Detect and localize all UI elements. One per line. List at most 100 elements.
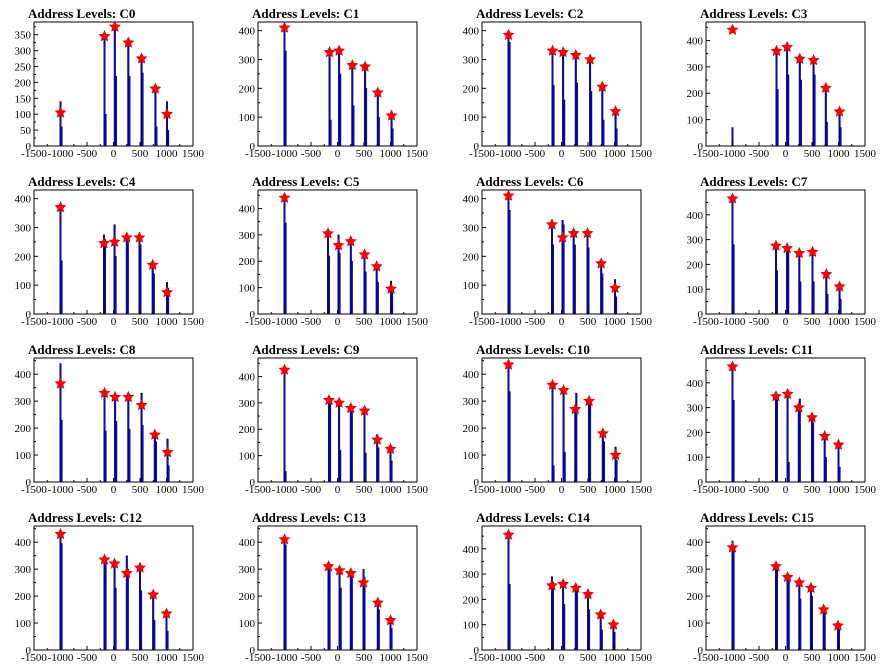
- x-tick-label: 1500: [630, 148, 653, 160]
- chart-svg: 0 100 200 300 400 -1500 -1000 -500 0 500 1000 1500: [463, 189, 653, 328]
- peak-marker: [726, 360, 739, 372]
- histogram-bin: [153, 620, 156, 651]
- histogram-bin: [562, 224, 565, 315]
- panel-title: Address Levels: C14: [476, 510, 590, 525]
- x-tick-label: -1500: [245, 484, 271, 496]
- x-tick-label: -500: [749, 484, 770, 496]
- peak-marker: [581, 227, 594, 239]
- histogram-bin: [390, 628, 393, 651]
- x-tick-label: 500: [356, 316, 373, 328]
- x-tick-label: 500: [804, 148, 821, 160]
- x-tick-label: 500: [132, 484, 149, 496]
- peak-marker: [793, 576, 806, 588]
- histogram-bin: [563, 452, 566, 483]
- peak-marker: [833, 280, 846, 292]
- histogram-bin: [60, 419, 63, 483]
- peak-marker: [98, 30, 111, 42]
- histogram-bin: [787, 461, 790, 483]
- chart-svg: 0 100 200 300 400 -1500 -1000 -500 0 500 1000 1500: [463, 357, 653, 496]
- x-tick-label: 0: [559, 316, 565, 328]
- y-tick-label: 300: [687, 403, 704, 415]
- y-tick-label: 300: [15, 46, 32, 58]
- histogram-bin: [327, 255, 330, 315]
- x-tick-label: 500: [356, 148, 373, 160]
- panel-title: Address Levels: C5: [252, 174, 360, 189]
- peak-marker: [584, 53, 597, 65]
- y-tick-label: 350: [15, 30, 32, 42]
- peak-marker: [726, 192, 739, 204]
- y-tick-label: 200: [15, 591, 32, 603]
- peak-marker: [149, 82, 162, 94]
- peak-marker: [332, 239, 345, 251]
- x-tick-label: 500: [580, 652, 597, 664]
- x-tick-label: -1500: [693, 484, 719, 496]
- y-tick-label: 200: [687, 591, 704, 603]
- peak-marker: [569, 402, 582, 415]
- peak-marker: [161, 286, 174, 298]
- panel-title: Address Levels: C0: [28, 6, 136, 21]
- x-tick-label: -500: [749, 652, 770, 664]
- histogram-bin: [799, 79, 802, 147]
- y-tick-label: 300: [15, 396, 32, 408]
- histogram-panel: Address Levels: C12 0 100 200 300 400 -1500 -10…: [0, 504, 224, 672]
- y-tick-label: 200: [15, 77, 32, 89]
- y-tick-label: 200: [463, 83, 480, 95]
- peak-marker: [384, 614, 397, 626]
- y-tick-label: 200: [687, 259, 704, 271]
- x-tick-label: -1500: [245, 148, 271, 160]
- histogram-bin: [114, 587, 117, 651]
- peak-marker: [346, 59, 359, 71]
- chart-svg: 0 100 200 300 400 -1500 -1000 -500 0 500 1000 1500: [15, 525, 205, 664]
- y-tick-label: 200: [463, 423, 480, 435]
- y-tick-label: 300: [239, 564, 256, 576]
- peak-marker: [569, 48, 582, 61]
- y-tick-label: 0: [26, 477, 32, 489]
- peak-marker: [806, 245, 819, 257]
- peak-marker: [148, 428, 161, 440]
- histogram-bin: [823, 612, 826, 651]
- y-tick-label: 100: [15, 618, 32, 630]
- y-tick-label: 0: [474, 309, 480, 321]
- peak-marker: [807, 54, 820, 66]
- histogram-bin: [283, 368, 286, 483]
- histogram-bin: [284, 222, 287, 315]
- x-tick-label: 1000: [604, 652, 627, 664]
- y-tick-label: 100: [239, 451, 256, 463]
- panel-title: Address Levels: C4: [28, 174, 136, 189]
- peak-marker: [595, 257, 608, 269]
- y-tick-label: 200: [463, 251, 480, 263]
- x-tick-label: 1000: [380, 316, 403, 328]
- histogram-bin: [339, 450, 342, 483]
- x-tick-label: -1500: [469, 652, 495, 664]
- x-tick-label: 1500: [854, 148, 877, 160]
- y-tick-label: 200: [463, 594, 480, 606]
- histogram-bin: [508, 391, 511, 483]
- peak-marker: [792, 401, 805, 413]
- y-tick-label: 400: [239, 26, 256, 38]
- histogram-bin: [154, 441, 157, 483]
- x-tick-label: 0: [111, 652, 117, 664]
- histogram-bin: [104, 563, 107, 651]
- plot-frame: [33, 21, 194, 147]
- peak-marker: [108, 20, 121, 32]
- x-tick-label: -500: [525, 484, 546, 496]
- peak-marker: [502, 358, 515, 370]
- histogram-bin: [601, 273, 604, 315]
- histogram-bin: [377, 609, 380, 651]
- y-tick-label: 200: [239, 424, 256, 436]
- histogram-bin: [390, 460, 393, 483]
- y-tick-label: 400: [687, 537, 704, 549]
- panel-title: Address Levels: C9: [252, 342, 360, 357]
- y-tick-label: 100: [15, 450, 32, 462]
- peak-marker: [557, 46, 569, 58]
- histogram-bin: [152, 273, 155, 315]
- peak-marker: [333, 396, 345, 408]
- y-tick-label: 0: [250, 141, 256, 153]
- x-tick-label: -1000: [272, 652, 298, 664]
- y-tick-label: 0: [250, 309, 256, 321]
- x-tick-label: -1000: [48, 148, 74, 160]
- y-tick-label: 250: [15, 62, 32, 74]
- x-tick-label: -1500: [693, 316, 719, 328]
- x-tick-label: 1000: [604, 148, 627, 160]
- x-tick-label: 500: [132, 148, 149, 160]
